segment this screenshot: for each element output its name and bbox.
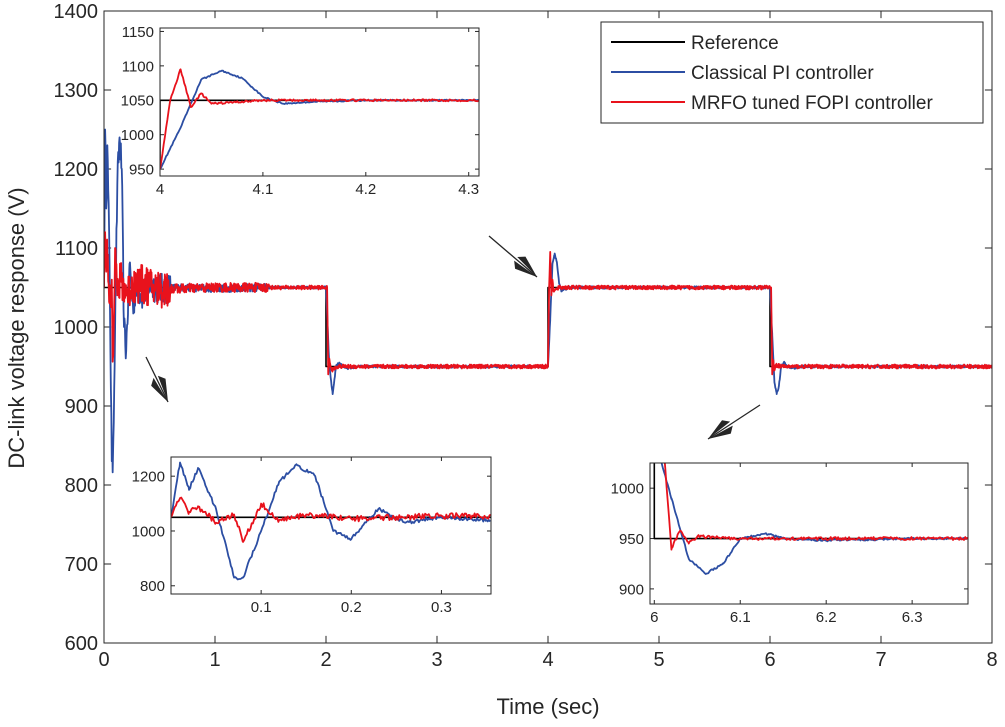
- arrow-to-inset-4s-head: [514, 260, 537, 277]
- inset-2-y-tick-label: 1200: [132, 469, 165, 486]
- inset-1-y-tick-label: 950: [129, 162, 154, 179]
- arrow-to-inset-4s-head2: [517, 256, 537, 277]
- inset-3-y-tick-label: 900: [619, 581, 644, 598]
- inset-1-y-tick-label: 1000: [121, 127, 154, 144]
- inset-3-y-tick-label: 1000: [611, 481, 644, 498]
- main-x-tick-label: 6: [764, 649, 775, 671]
- inset-1-x-tick-label: 4.1: [252, 181, 273, 198]
- series-line-mrfo-fopi: [663, 463, 968, 551]
- legend-label-1: Classical PI controller: [691, 63, 874, 84]
- series-line-classical-pi: [660, 463, 968, 575]
- inset-2-lines: [171, 461, 491, 581]
- inset-3-x-tick-label: 6.1: [730, 609, 751, 626]
- main-x-tick-label: 2: [320, 649, 331, 671]
- main-y-tick-label: 1200: [54, 159, 99, 181]
- series-line-mrfo-fopi: [104, 231, 992, 376]
- inset-zoom-6s: 6 6.1 6.2 6.3 900 950 1000: [611, 462, 969, 626]
- main-x-tick-label: 0: [98, 649, 109, 671]
- series-line-mrfo-fopi: [160, 68, 479, 170]
- inset-3-frame: [649, 462, 969, 605]
- arrow-to-inset-6s-head2: [708, 425, 733, 439]
- main-x-tick-label: 1: [209, 649, 220, 671]
- inset-3-y-tick-label: 950: [619, 531, 644, 548]
- main-y-tick-label: 600: [65, 633, 98, 655]
- annotation-arrows: [145, 235, 761, 440]
- inset-2-frame: [170, 456, 492, 595]
- legend-label-2: MRFO tuned FOPI controller: [691, 93, 933, 114]
- main-frame: [103, 10, 993, 644]
- inset-zoom-4s: 4 4.1 4.2 4.3 950 1000 1050 1100 1150: [121, 24, 480, 198]
- arrow-to-inset-6s-shaft: [707, 404, 761, 440]
- main-x-tick-label: 5: [653, 649, 664, 671]
- main-y-tick-label: 700: [65, 554, 98, 576]
- inset-3-background: [650, 463, 968, 604]
- main-y-tick-label: 1000: [54, 317, 99, 339]
- main-y-tick-label: 1300: [54, 80, 99, 102]
- arrow-to-inset-0s-head2: [157, 375, 168, 402]
- main-y-tick-label: 800: [65, 475, 98, 497]
- main-y-tick-label: 900: [65, 396, 98, 418]
- inset-3-x-tick-label: 6: [650, 609, 658, 626]
- inset-1-x-tick-label: 4.2: [355, 181, 376, 198]
- inset-2-x-tick-label: 0.2: [341, 599, 362, 616]
- series-line-mrfo-fopi: [171, 496, 491, 543]
- inset-2-y-tick-label: 800: [140, 578, 165, 595]
- inset-2-x-tick-label: 0.3: [431, 599, 452, 616]
- inset-1-y-tick-label: 1150: [122, 24, 154, 41]
- main-x-tick-label: 4: [542, 649, 553, 671]
- inset-3-x-tick-label: 6.2: [816, 609, 837, 626]
- main-lines: [104, 128, 992, 474]
- inset-1-y-tick-label: 1100: [122, 58, 154, 75]
- x-axis-label: Time (sec): [496, 694, 599, 719]
- inset-2-y-tick-label: 1000: [132, 523, 165, 540]
- arrow-to-inset-0s-shaft: [145, 356, 169, 403]
- inset-zoom-0s: 0.1 0.2 0.3 800 1000 1200: [132, 456, 492, 616]
- arrow-to-inset-6s-head: [708, 420, 731, 439]
- legend: Reference Classical PI controller MRFO tun…: [600, 21, 984, 124]
- inset-1-x-tick-label: 4.3: [458, 181, 479, 198]
- main-x-tick-label: 8: [986, 649, 997, 671]
- main-x-tick-label: 3: [431, 649, 442, 671]
- main-y-tick-label: 1400: [54, 1, 99, 23]
- legend-label-0: Reference: [691, 33, 779, 54]
- inset-3-x-tick-label: 6.3: [902, 609, 923, 626]
- inset-1-lines: [160, 68, 479, 170]
- inset-1-x-tick-label: 4: [156, 181, 164, 198]
- main-y-tick-label: 1100: [55, 238, 98, 260]
- main-x-tick-label: 7: [875, 649, 886, 671]
- inset-3-lines: [653, 463, 968, 575]
- inset-1-frame: [159, 27, 480, 177]
- y-axis-label: DC-link voltage response (V): [4, 187, 29, 468]
- arrow-to-inset-4s-shaft: [488, 235, 538, 278]
- inset-1-y-tick-label: 1050: [121, 93, 154, 110]
- inset-2-x-tick-label: 0.1: [251, 599, 272, 616]
- arrow-to-inset-0s-head: [151, 377, 168, 402]
